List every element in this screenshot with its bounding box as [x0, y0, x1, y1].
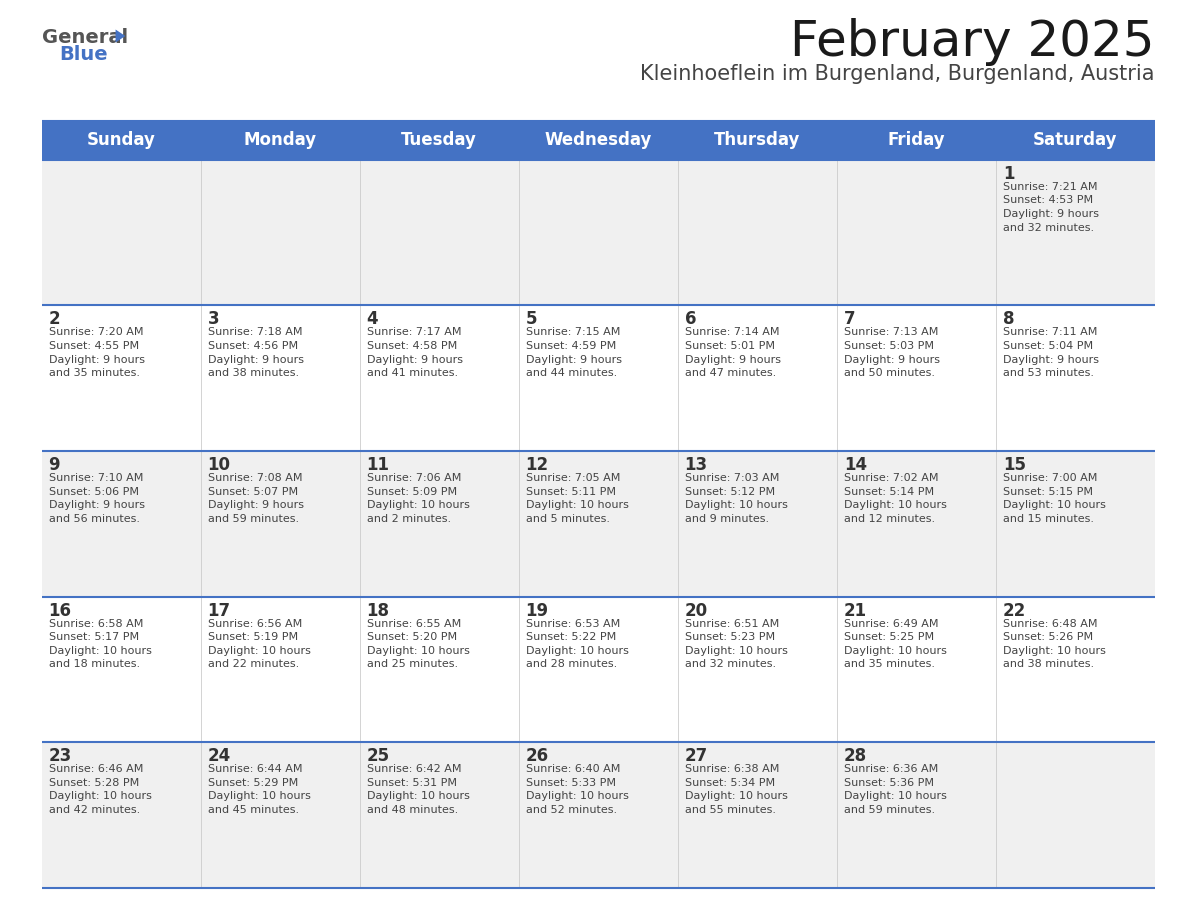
Text: 5: 5	[525, 310, 537, 329]
Text: Sunrise: 6:51 AM
Sunset: 5:23 PM
Daylight: 10 hours
and 32 minutes.: Sunrise: 6:51 AM Sunset: 5:23 PM Dayligh…	[684, 619, 788, 669]
Text: Sunrise: 7:03 AM
Sunset: 5:12 PM
Daylight: 10 hours
and 9 minutes.: Sunrise: 7:03 AM Sunset: 5:12 PM Dayligh…	[684, 473, 788, 524]
Text: Sunrise: 7:10 AM
Sunset: 5:06 PM
Daylight: 9 hours
and 56 minutes.: Sunrise: 7:10 AM Sunset: 5:06 PM Dayligh…	[49, 473, 145, 524]
Text: 4: 4	[367, 310, 378, 329]
Text: Sunrise: 6:58 AM
Sunset: 5:17 PM
Daylight: 10 hours
and 18 minutes.: Sunrise: 6:58 AM Sunset: 5:17 PM Dayligh…	[49, 619, 151, 669]
Text: Sunrise: 6:38 AM
Sunset: 5:34 PM
Daylight: 10 hours
and 55 minutes.: Sunrise: 6:38 AM Sunset: 5:34 PM Dayligh…	[684, 764, 788, 815]
Text: 10: 10	[208, 456, 230, 474]
Text: Saturday: Saturday	[1034, 131, 1118, 150]
Text: Sunrise: 7:05 AM
Sunset: 5:11 PM
Daylight: 10 hours
and 5 minutes.: Sunrise: 7:05 AM Sunset: 5:11 PM Dayligh…	[525, 473, 628, 524]
Text: 17: 17	[208, 601, 230, 620]
Text: Sunrise: 7:18 AM
Sunset: 4:56 PM
Daylight: 9 hours
and 38 minutes.: Sunrise: 7:18 AM Sunset: 4:56 PM Dayligh…	[208, 328, 304, 378]
Text: Sunrise: 6:53 AM
Sunset: 5:22 PM
Daylight: 10 hours
and 28 minutes.: Sunrise: 6:53 AM Sunset: 5:22 PM Dayligh…	[525, 619, 628, 669]
Text: 28: 28	[843, 747, 867, 765]
Text: 6: 6	[684, 310, 696, 329]
Text: 21: 21	[843, 601, 867, 620]
Text: 11: 11	[367, 456, 390, 474]
Text: Sunrise: 6:42 AM
Sunset: 5:31 PM
Daylight: 10 hours
and 48 minutes.: Sunrise: 6:42 AM Sunset: 5:31 PM Dayligh…	[367, 764, 469, 815]
Text: 15: 15	[1003, 456, 1025, 474]
Text: 25: 25	[367, 747, 390, 765]
Text: General: General	[42, 28, 127, 47]
Text: Thursday: Thursday	[714, 131, 801, 150]
Bar	[42, 160, 1155, 306]
Bar	[42, 597, 1155, 742]
Text: 7: 7	[843, 310, 855, 329]
Text: Sunrise: 6:49 AM
Sunset: 5:25 PM
Daylight: 10 hours
and 35 minutes.: Sunrise: 6:49 AM Sunset: 5:25 PM Dayligh…	[843, 619, 947, 669]
Polygon shape	[115, 29, 125, 42]
Text: 23: 23	[49, 747, 71, 765]
Text: 12: 12	[525, 456, 549, 474]
Text: 18: 18	[367, 601, 390, 620]
Text: 24: 24	[208, 747, 230, 765]
Text: 27: 27	[684, 747, 708, 765]
Text: Sunrise: 7:17 AM
Sunset: 4:58 PM
Daylight: 9 hours
and 41 minutes.: Sunrise: 7:17 AM Sunset: 4:58 PM Dayligh…	[367, 328, 462, 378]
Text: 1: 1	[1003, 164, 1015, 183]
Bar	[42, 451, 1155, 597]
Bar	[42, 306, 1155, 451]
Text: Sunrise: 7:00 AM
Sunset: 5:15 PM
Daylight: 10 hours
and 15 minutes.: Sunrise: 7:00 AM Sunset: 5:15 PM Dayligh…	[1003, 473, 1106, 524]
Bar	[42, 121, 1155, 160]
Text: Sunrise: 7:02 AM
Sunset: 5:14 PM
Daylight: 10 hours
and 12 minutes.: Sunrise: 7:02 AM Sunset: 5:14 PM Dayligh…	[843, 473, 947, 524]
Text: 2: 2	[49, 310, 61, 329]
Text: 16: 16	[49, 601, 71, 620]
Text: 8: 8	[1003, 310, 1015, 329]
Text: 20: 20	[684, 601, 708, 620]
Text: Tuesday: Tuesday	[402, 131, 478, 150]
Text: Sunrise: 6:46 AM
Sunset: 5:28 PM
Daylight: 10 hours
and 42 minutes.: Sunrise: 6:46 AM Sunset: 5:28 PM Dayligh…	[49, 764, 151, 815]
Text: Sunrise: 7:11 AM
Sunset: 5:04 PM
Daylight: 9 hours
and 53 minutes.: Sunrise: 7:11 AM Sunset: 5:04 PM Dayligh…	[1003, 328, 1099, 378]
Text: 26: 26	[525, 747, 549, 765]
Text: 3: 3	[208, 310, 220, 329]
Text: Blue: Blue	[59, 45, 108, 64]
Text: Sunrise: 7:21 AM
Sunset: 4:53 PM
Daylight: 9 hours
and 32 minutes.: Sunrise: 7:21 AM Sunset: 4:53 PM Dayligh…	[1003, 182, 1099, 232]
Text: Sunrise: 7:15 AM
Sunset: 4:59 PM
Daylight: 9 hours
and 44 minutes.: Sunrise: 7:15 AM Sunset: 4:59 PM Dayligh…	[525, 328, 621, 378]
Text: 19: 19	[525, 601, 549, 620]
Text: Sunrise: 7:08 AM
Sunset: 5:07 PM
Daylight: 9 hours
and 59 minutes.: Sunrise: 7:08 AM Sunset: 5:07 PM Dayligh…	[208, 473, 304, 524]
Text: Sunrise: 7:06 AM
Sunset: 5:09 PM
Daylight: 10 hours
and 2 minutes.: Sunrise: 7:06 AM Sunset: 5:09 PM Dayligh…	[367, 473, 469, 524]
Text: Sunrise: 6:55 AM
Sunset: 5:20 PM
Daylight: 10 hours
and 25 minutes.: Sunrise: 6:55 AM Sunset: 5:20 PM Dayligh…	[367, 619, 469, 669]
Text: Friday: Friday	[887, 131, 944, 150]
Text: 22: 22	[1003, 601, 1026, 620]
Text: Sunrise: 6:44 AM
Sunset: 5:29 PM
Daylight: 10 hours
and 45 minutes.: Sunrise: 6:44 AM Sunset: 5:29 PM Dayligh…	[208, 764, 310, 815]
Text: Sunrise: 6:40 AM
Sunset: 5:33 PM
Daylight: 10 hours
and 52 minutes.: Sunrise: 6:40 AM Sunset: 5:33 PM Dayligh…	[525, 764, 628, 815]
Bar	[42, 742, 1155, 888]
Text: Monday: Monday	[244, 131, 317, 150]
Text: Sunrise: 7:20 AM
Sunset: 4:55 PM
Daylight: 9 hours
and 35 minutes.: Sunrise: 7:20 AM Sunset: 4:55 PM Dayligh…	[49, 328, 145, 378]
Text: Sunrise: 6:48 AM
Sunset: 5:26 PM
Daylight: 10 hours
and 38 minutes.: Sunrise: 6:48 AM Sunset: 5:26 PM Dayligh…	[1003, 619, 1106, 669]
Text: Sunday: Sunday	[87, 131, 156, 150]
Text: Kleinhoeflein im Burgenland, Burgenland, Austria: Kleinhoeflein im Burgenland, Burgenland,…	[640, 64, 1155, 84]
Text: February 2025: February 2025	[790, 18, 1155, 66]
Text: Wednesday: Wednesday	[544, 131, 652, 150]
Text: Sunrise: 7:14 AM
Sunset: 5:01 PM
Daylight: 9 hours
and 47 minutes.: Sunrise: 7:14 AM Sunset: 5:01 PM Dayligh…	[684, 328, 781, 378]
Text: Sunrise: 7:13 AM
Sunset: 5:03 PM
Daylight: 9 hours
and 50 minutes.: Sunrise: 7:13 AM Sunset: 5:03 PM Dayligh…	[843, 328, 940, 378]
Text: Sunrise: 6:36 AM
Sunset: 5:36 PM
Daylight: 10 hours
and 59 minutes.: Sunrise: 6:36 AM Sunset: 5:36 PM Dayligh…	[843, 764, 947, 815]
Text: 13: 13	[684, 456, 708, 474]
Text: Sunrise: 6:56 AM
Sunset: 5:19 PM
Daylight: 10 hours
and 22 minutes.: Sunrise: 6:56 AM Sunset: 5:19 PM Dayligh…	[208, 619, 310, 669]
Text: 14: 14	[843, 456, 867, 474]
Text: 9: 9	[49, 456, 61, 474]
